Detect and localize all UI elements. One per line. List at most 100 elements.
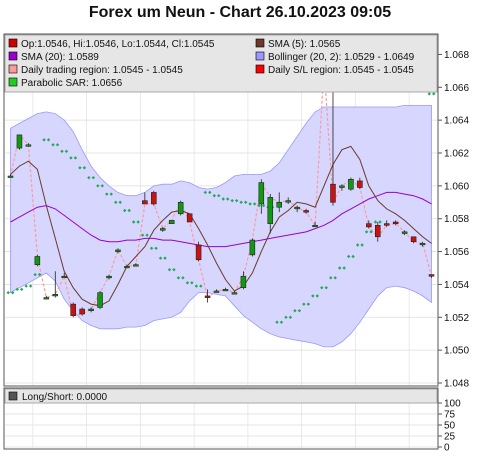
candle-body (186, 213, 193, 223)
sar-point (252, 202, 257, 206)
sar-point (114, 200, 118, 204)
lower-legend-swatch (8, 391, 18, 401)
candle-body (258, 182, 265, 205)
candle-body (303, 210, 309, 213)
sar-point (185, 281, 190, 285)
candle-body (133, 264, 139, 267)
sar-point (427, 92, 431, 96)
candle-body (419, 243, 426, 246)
sar-point (221, 197, 225, 201)
sar-point (194, 284, 199, 288)
lower-legend-box (4, 388, 438, 404)
legend-swatch (255, 64, 265, 74)
candle-body (7, 175, 14, 178)
candle-body (383, 223, 390, 226)
sar-point (432, 92, 436, 96)
legend-label: Bollinger (20, 2): 1.0529 - 1.0649 (268, 52, 415, 63)
sar-point (109, 192, 113, 196)
sma20-line (10, 191, 432, 248)
sar-point (167, 267, 172, 272)
candle-body (401, 231, 408, 234)
candle-body (267, 197, 274, 224)
candle-body (231, 292, 238, 295)
candle-body (106, 275, 112, 279)
sar-point (123, 208, 127, 213)
legend: Op:1.0546, Hi:1.0546, Lo:1.0544, Cl:1.05… (8, 38, 415, 89)
candle-body (160, 228, 166, 231)
lower-tick-label: 100 (444, 399, 461, 410)
chart-title: Forex um Neun - Chart 26.10.2023 09:05 (88, 4, 392, 21)
sar-point (131, 220, 136, 224)
sar-point (149, 246, 154, 250)
candle-body (70, 303, 76, 316)
candle-body (124, 266, 130, 269)
main-plot-layer (6, 34, 436, 348)
candle-body (285, 200, 291, 203)
candle-body (25, 144, 32, 147)
sar-point (100, 184, 104, 188)
candle-body (34, 256, 41, 266)
legend-label: SMA (20): 1.0589 (21, 52, 99, 63)
candle-body (222, 289, 229, 292)
sar-point (181, 276, 185, 280)
candle-body (195, 244, 202, 261)
sar-point (37, 272, 42, 277)
candle-body (16, 134, 23, 149)
lower-legend-label: Long/Short: 0.0000 (22, 392, 108, 403)
sar-point (208, 190, 212, 195)
candle-body (168, 220, 175, 224)
legend-swatch (8, 51, 18, 61)
legend-box (4, 34, 438, 93)
lower-tick-label: 25 (444, 432, 456, 443)
candle-body (410, 236, 417, 243)
candle-body (330, 183, 336, 203)
candle-body (357, 180, 363, 188)
candle-body (348, 178, 354, 190)
legend-label: Parabolic SAR: 1.0656 (21, 78, 123, 89)
y-tick-label: 1.066 (444, 83, 469, 94)
sar-point (96, 184, 100, 188)
legend-label: Op:1.0546, Hi:1.0546, Lo:1.0544, Cl:1.05… (21, 39, 215, 50)
candle-body (88, 308, 94, 312)
sar-point (87, 175, 91, 180)
candle-body (249, 239, 256, 256)
y-tick-label: 1.060 (444, 181, 469, 192)
sar-point (212, 194, 216, 198)
sar-point (140, 233, 145, 237)
candle-body (43, 297, 50, 300)
y-tick-label: 1.050 (444, 346, 469, 357)
sar-point (364, 230, 369, 234)
y-tick-label: 1.058 (444, 214, 469, 225)
candle-body (375, 224, 381, 238)
y-tick-label: 1.056 (444, 247, 469, 258)
legend-swatch (8, 64, 18, 74)
legend-swatch (255, 51, 265, 61)
lower-tick-label: 0 (444, 443, 450, 454)
lower-tick-label: 75 (444, 410, 456, 421)
y-tick-label: 1.062 (444, 149, 469, 160)
legend-label: Daily S/L region: 1.0545 - 1.0545 (268, 65, 414, 76)
candle-body (52, 293, 59, 297)
sar-point (127, 208, 131, 213)
candle-body (177, 201, 184, 215)
sar-point (199, 284, 203, 288)
candle-body (240, 275, 247, 289)
sar-point (11, 290, 15, 295)
y-tick-label: 1.064 (444, 116, 469, 127)
sar-point (176, 276, 181, 280)
candle-body (79, 308, 85, 315)
legend-swatch (8, 38, 18, 48)
legend-swatch (8, 77, 18, 87)
sar-point (64, 149, 69, 154)
sar-point (91, 175, 96, 180)
candle-body (366, 223, 372, 228)
candle-body (115, 249, 121, 252)
sar-point (257, 203, 261, 208)
candle-body (213, 290, 220, 293)
sar-point (158, 256, 163, 260)
y-tick-label: 1.068 (444, 50, 469, 61)
sar-point (346, 254, 351, 259)
candle-body (61, 275, 67, 279)
sar-point (172, 267, 176, 272)
sar-point (378, 220, 382, 224)
